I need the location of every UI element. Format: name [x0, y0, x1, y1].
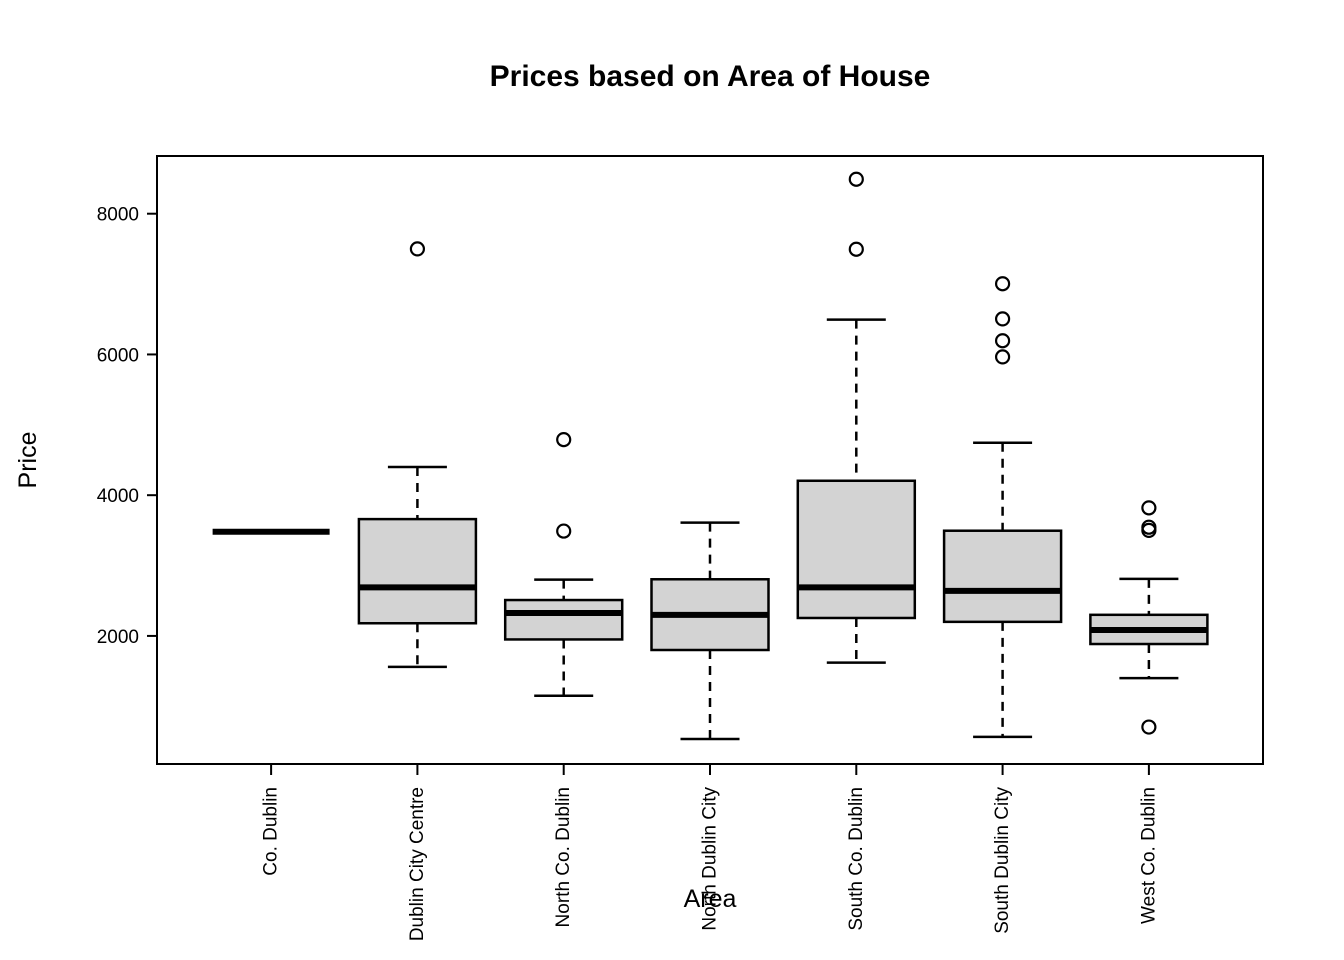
- outlier-point: [848, 241, 864, 257]
- y-tick-label: 2000: [97, 627, 139, 648]
- boxplot-dublin-city-centre: [357, 241, 478, 669]
- boxplot-south-co-dublin: [796, 171, 917, 664]
- x-axis-title: Area: [683, 885, 737, 913]
- x-tick-label: South Dublin City: [992, 787, 1013, 934]
- x-tick-label: North Dublin City: [700, 787, 721, 931]
- iqr-box: [503, 598, 624, 641]
- x-tick-label: Dublin City Centre: [407, 787, 428, 941]
- outlier-point: [409, 241, 426, 257]
- iqr-box: [357, 517, 478, 625]
- outlier-point: [1141, 719, 1157, 735]
- outlier-point: [556, 523, 572, 539]
- outlier-point: [1141, 500, 1157, 516]
- x-tick-label: North Co. Dublin: [553, 787, 574, 927]
- chart-title: Prices based on Area of House: [489, 60, 931, 93]
- outlier-point: [1141, 522, 1157, 538]
- boxplot-north-dublin-city: [650, 521, 770, 741]
- outlier-point: [994, 276, 1011, 292]
- iqr-box: [942, 529, 1063, 624]
- boxplot-north-co-dublin: [503, 431, 624, 697]
- outlier-point: [994, 349, 1011, 365]
- x-tick-label: Co. Dublin: [261, 787, 282, 876]
- x-tick-label: South Co. Dublin: [846, 787, 867, 931]
- iqr-box: [796, 479, 917, 620]
- outlier-point: [556, 431, 572, 448]
- outlier-point: [994, 333, 1011, 349]
- outlier-point: [994, 311, 1011, 327]
- boxplot-west-co-dublin: [1089, 500, 1209, 735]
- y-tick-label: 8000: [97, 205, 139, 226]
- x-tick-label: West Co. Dublin: [1138, 787, 1159, 924]
- boxplot-south-dublin-city: [942, 276, 1063, 739]
- outlier-point: [848, 171, 864, 187]
- y-tick-label: 6000: [97, 345, 139, 366]
- y-tick-label: 4000: [97, 486, 139, 507]
